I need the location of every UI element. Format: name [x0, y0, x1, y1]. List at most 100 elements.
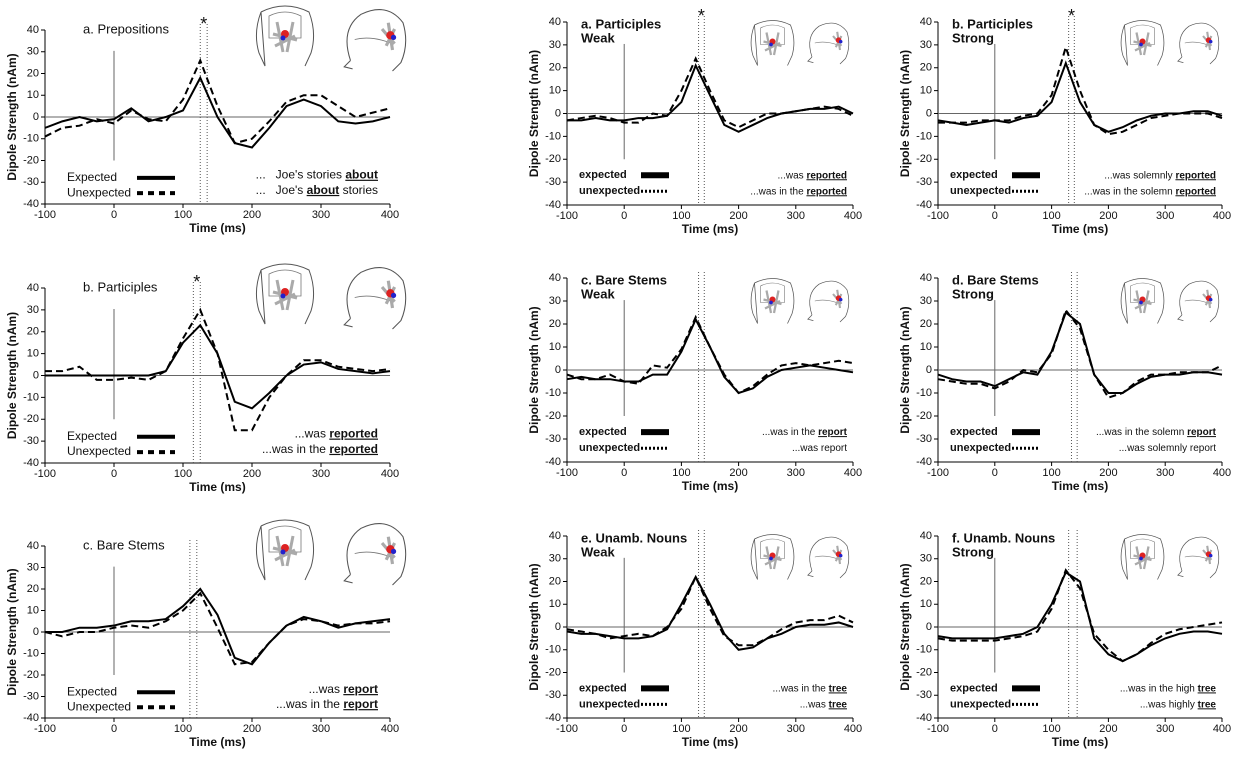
y-tick-label: 0	[33, 626, 39, 638]
panel-subtitle: Weak	[581, 544, 615, 559]
y-tick-label: -20	[23, 669, 39, 681]
series-line	[566, 574, 854, 651]
x-tick-label: -100	[927, 210, 949, 222]
y-tick-label: -30	[916, 689, 932, 701]
annotation: ...was in the solemn report	[1096, 427, 1217, 438]
annotation-part: tree	[1198, 699, 1217, 710]
panel-title: b. Participles	[952, 16, 1033, 31]
x-tick-label: -100	[556, 210, 578, 222]
x-tick-label: -100	[556, 723, 578, 735]
x-axis-title: Time (ms)	[682, 735, 738, 749]
y-tick-label: 20	[549, 318, 561, 330]
x-tick-label: 300	[787, 210, 805, 222]
y-tick-label: 20	[27, 67, 39, 79]
x-tick-label: 0	[992, 210, 998, 222]
y-axis-title: Dipole Strength (nAm)	[5, 53, 19, 180]
panel-title: d. Bare Stems	[952, 272, 1039, 287]
x-tick-label: 200	[1099, 210, 1117, 222]
legend-label: Expected	[67, 684, 117, 698]
x-axis-title: Time (ms)	[1052, 222, 1108, 236]
x-tick-label: 400	[1213, 467, 1231, 479]
legend-label: unexpected	[579, 442, 640, 454]
y-tick-label: 0	[33, 369, 39, 381]
y-tick-label: -30	[23, 176, 39, 188]
y-tick-label: 20	[27, 326, 39, 338]
x-tick-label: 100	[174, 723, 192, 735]
y-tick-label: 10	[27, 604, 39, 616]
annotation: ... Joe's about stories	[256, 183, 378, 197]
series-line	[937, 570, 1223, 663]
panel-title: a. Participles	[581, 16, 661, 31]
y-tick-label: -10	[916, 387, 932, 399]
panel-title: b. Participles	[83, 279, 158, 294]
x-tick-label: 200	[729, 723, 747, 735]
y-tick-label: -10	[545, 130, 561, 142]
y-tick-label: 10	[27, 348, 39, 360]
y-tick-label: -30	[545, 176, 561, 188]
x-tick-label: 400	[844, 210, 862, 222]
y-tick-label: 30	[549, 295, 561, 307]
x-tick-label: 300	[312, 209, 330, 221]
legend-label: expected	[579, 169, 627, 181]
annotation: ...was in the report	[276, 697, 378, 711]
legend-label: expected	[950, 682, 998, 694]
annotation: ...was tree	[800, 699, 848, 710]
annotation-part: ...was solemnly report	[1119, 443, 1216, 454]
y-tick-label: 10	[920, 341, 932, 353]
x-tick-label: 400	[381, 468, 399, 480]
significance-note: *	[1068, 6, 1075, 26]
series-line	[566, 314, 854, 395]
x-tick-label: 100	[1042, 467, 1060, 479]
y-axis-title: Dipole Strength (nAm)	[527, 563, 541, 690]
y-tick-label: 20	[549, 575, 561, 587]
y-tick-label: -40	[23, 457, 39, 469]
annotation-part: ...was in the	[262, 442, 329, 456]
y-tick-label: -30	[545, 689, 561, 701]
y-tick-label: -20	[916, 153, 932, 165]
legend-label: unexpected	[950, 442, 1011, 454]
significance-note: *	[200, 14, 207, 34]
y-tick-label: 40	[549, 16, 561, 28]
y-tick-label: -10	[23, 133, 39, 145]
annotation: ... Joe's stories about	[256, 168, 378, 182]
brain-icons	[254, 4, 1220, 587]
annotation-part: ... Joe's	[256, 183, 307, 197]
legend-label: expected	[950, 426, 998, 438]
annotation-part: report	[343, 682, 378, 696]
annotation: ...was in the tree	[773, 683, 848, 694]
series-line	[937, 60, 1223, 133]
panel-subtitle: Weak	[581, 30, 615, 45]
y-tick-label: 30	[920, 553, 932, 565]
x-tick-label: 0	[621, 467, 627, 479]
y-axis-title: Dipole Strength (nAm)	[5, 312, 19, 439]
legend-label: expected	[579, 682, 627, 694]
annotation: ...was in the high tree	[1120, 683, 1217, 694]
panel-subtitle: Strong	[952, 286, 994, 301]
y-tick-label: 20	[920, 62, 932, 74]
y-tick-label: -20	[545, 153, 561, 165]
annotation: ...was solemnly report	[1119, 443, 1216, 454]
x-tick-label: 0	[992, 723, 998, 735]
x-tick-label: -100	[34, 209, 56, 221]
annotation-part: ...was report	[792, 443, 847, 454]
legend-label: Expected	[67, 170, 117, 184]
series-line	[937, 310, 1223, 394]
y-tick-label: -10	[23, 391, 39, 403]
annotation-part: ...was	[309, 682, 344, 696]
y-tick-label: 40	[27, 24, 39, 36]
y-tick-label: 40	[920, 16, 932, 28]
annotation-part: reported	[1175, 170, 1216, 181]
y-tick-label: -30	[23, 435, 39, 447]
x-tick-label: 400	[1213, 210, 1231, 222]
annotation: ...was in the solemn reported	[1084, 186, 1216, 197]
y-tick-label: -40	[916, 712, 932, 724]
y-tick-label: 30	[549, 553, 561, 565]
annotation-part: reported	[329, 427, 378, 441]
y-axis-title: Dipole Strength (nAm)	[898, 563, 912, 690]
